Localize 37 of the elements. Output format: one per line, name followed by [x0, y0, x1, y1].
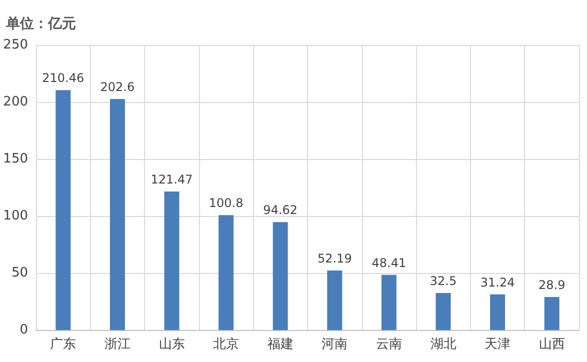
bar — [164, 192, 180, 330]
bar — [544, 297, 560, 330]
bar — [272, 222, 288, 330]
y-tick-label: 250 — [3, 38, 28, 52]
x-tick-label: 山东 — [158, 337, 185, 352]
x-tick-label: 北京 — [213, 337, 240, 352]
data-label: 31.24 — [480, 275, 515, 290]
x-tick-label: 天津 — [484, 337, 511, 352]
data-label: 100.8 — [208, 196, 244, 210]
y-tick-label: 0 — [20, 322, 28, 338]
x-tick-label: 福建 — [267, 337, 294, 352]
y-tick-label: 100 — [3, 208, 28, 224]
data-label: 32.5 — [430, 274, 457, 288]
x-tick-label: 广东 — [50, 337, 76, 352]
x-tick-label: 河南 — [322, 337, 348, 352]
data-label: 94.62 — [263, 203, 298, 218]
y-axis-title: 单位：亿元 — [5, 16, 76, 32]
data-label: 52.19 — [317, 252, 352, 266]
data-label: 202.6 — [100, 80, 135, 94]
y-tick-label: 150 — [3, 152, 28, 166]
bar — [110, 99, 125, 330]
bar — [327, 270, 342, 330]
x-tick-label: 山西 — [538, 337, 565, 352]
x-tick-label: 浙江 — [104, 337, 130, 352]
x-tick-label: 湖北 — [430, 337, 456, 352]
y-tick-label: 200 — [3, 94, 28, 110]
bar — [56, 90, 71, 330]
bar — [436, 292, 451, 330]
bar — [381, 274, 396, 330]
bar — [490, 294, 506, 330]
x-tick-label: 云南 — [376, 337, 402, 352]
data-label: 28.9 — [538, 278, 566, 292]
data-label: 121.47 — [150, 172, 193, 187]
bar — [218, 215, 234, 330]
y-tick-label: 50 — [11, 266, 28, 280]
data-label: 48.41 — [372, 256, 406, 270]
data-label: 210.46 — [42, 71, 84, 86]
